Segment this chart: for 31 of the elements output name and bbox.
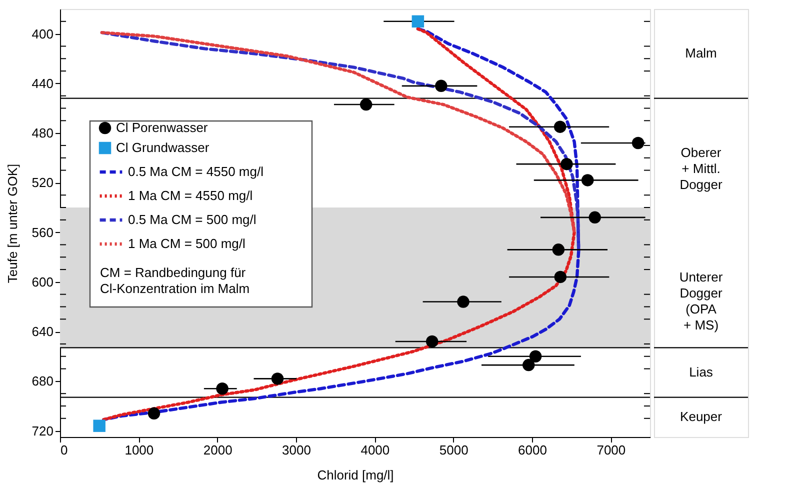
legend-label: Cl Grundwasser [116,140,210,155]
annotation: CM = Randbedingung für Cl-Konzentration im Malm [100,265,250,296]
band-label: Unterer Dogger (OPA + MS) [679,270,724,333]
x-tick-label: 5000 [439,442,468,458]
y-tick-label: 520 [32,175,54,190]
y-tick-label: 640 [32,324,54,340]
x-tick-label: 2000 [203,442,232,458]
legend-label: 0.5 Ma CM = 4550 mg/l [128,164,264,179]
x-tick-label: 3000 [282,442,311,458]
legend-label: 0.5 Ma CM = 500 mg/l [128,212,256,227]
x-tick-label: 4000 [360,442,390,458]
text: Oberer + Mittl. Dogger [680,144,723,192]
x-tick-label: 7000 [596,442,626,458]
x-tick-label: 0 [60,442,68,458]
text: Malm [685,46,717,61]
y-tick-label: 680 [32,374,54,389]
y-tick-label: 480 [32,126,54,141]
y-tick-label: 560 [32,224,54,240]
x-tick-label: 6000 [518,442,547,458]
y-axis-title: Teufe [m unter GOK] [4,164,20,284]
text: Keuper [680,409,723,424]
text: Lias [689,364,714,380]
x-axis-title: Chlorid [mg/l] [317,468,394,482]
y-tick-label: 400 [32,26,54,42]
y-tick-label: 600 [32,274,54,290]
legend-label: 1 Ma CM = 500 mg/l [128,236,246,251]
legend-label: Cl Porenwasser [116,120,208,135]
x-tick-label: 1000 [124,442,154,458]
y-tick-label: 440 [32,76,54,91]
y-tick-label: 720 [32,423,54,438]
legend-label: 1 Ma CM = 4550 mg/l [128,188,253,203]
